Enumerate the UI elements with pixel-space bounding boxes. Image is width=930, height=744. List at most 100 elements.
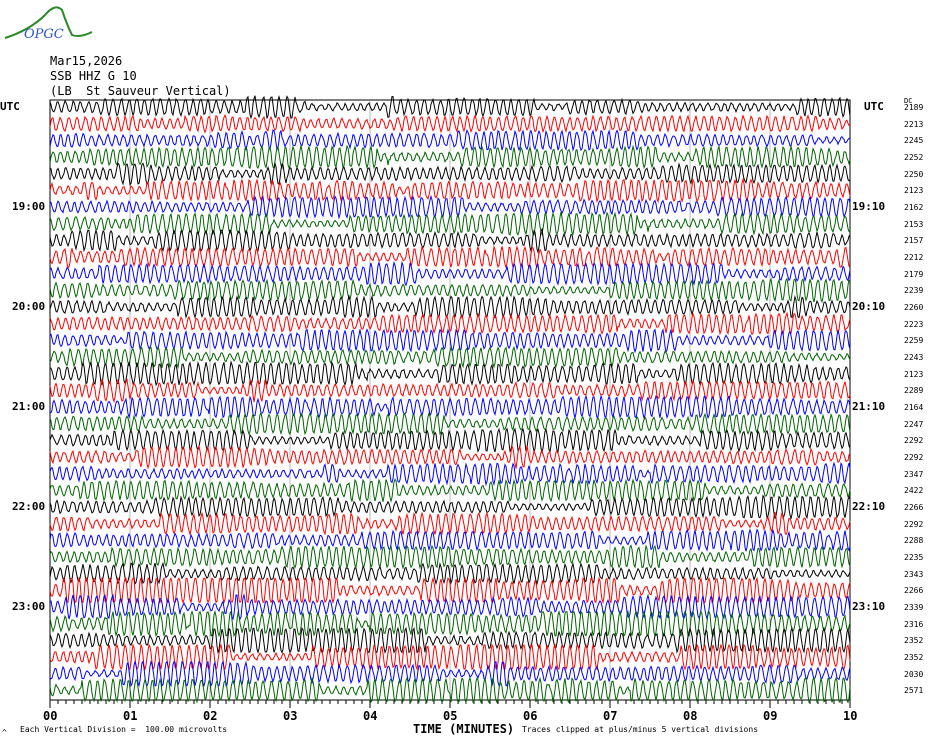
dc-offset-label: 2164 [904,403,924,412]
dc-offset-label: 2250 [904,169,924,179]
dc-offset-label: 2252 [904,153,924,162]
x-tick-label: 00 [43,709,58,723]
dc-offset-label: 2571 [904,686,924,696]
trace-row-31 [49,609,851,638]
dc-offset-label: 2189 [904,103,924,112]
dc-offset-label: 2292 [904,519,924,529]
dc-offset-label: 2162 [904,203,924,212]
dc-offset-label: 2030 [904,669,924,679]
trace-row-18 [49,394,851,420]
trace-row-2 [49,128,851,152]
scale-note: Each Vertical Division = 100.00 microvol… [20,725,228,734]
x-tick-label: 04 [363,709,378,723]
left-hour-label: 19:00 [12,200,46,213]
location-label: (LB St Sauveur Vertical) [50,84,231,98]
dc-offset-label: 2123 [904,186,924,196]
trace-row-8 [49,227,851,255]
x-tick-label: 08 [683,709,698,723]
trace-row-19 [49,411,851,436]
trace-row-5 [49,177,851,204]
right-hour-label: 20:10 [852,300,886,313]
left-hour-label: 21:00 [12,400,46,413]
x-tick-label: 03 [283,709,298,723]
trace-row-11 [49,277,851,304]
station-label: SSB HHZ G 10 [50,69,137,83]
dc-offset-label: 2153 [904,219,924,229]
trace-row-21 [49,444,851,470]
x-tick-label: 07 [603,709,618,723]
trace-row-30 [49,593,851,621]
dc-offset-label: 2352 [904,653,924,662]
trace-row-26 [49,528,851,552]
trace-row-24 [49,494,851,520]
trace-row-23 [49,478,851,504]
trace-row-7 [49,211,851,237]
dc-offset-label: 2266 [904,586,924,596]
dc-offset-label: 2259 [904,336,924,346]
right-hour-label: 22:10 [852,500,886,513]
trace-row-34 [49,659,851,688]
x-tick-label: 05 [443,709,458,723]
right-hour-label: 23:10 [852,600,886,613]
left-hour-label: 22:00 [12,500,46,513]
dc-offset-label: 2292 [904,453,924,462]
trace-row-15 [49,345,851,370]
trace-row-29 [49,576,851,605]
right-hour-label: 19:10 [852,200,886,213]
dc-offset-label: 2288 [904,536,924,546]
trace-row-22 [49,461,851,487]
dc-offset-label: 2266 [904,503,924,512]
right-axis-label: UTC [864,100,884,113]
x-tick-label: 02 [203,709,218,723]
dc-offset-label: 2245 [904,136,924,146]
x-tick-label: 09 [763,709,778,723]
trace-row-27 [49,544,851,570]
dc-offset-label: 2247 [904,419,924,429]
trace-row-35 [49,676,851,704]
left-hour-label: 20:00 [12,300,46,313]
trace-row-32 [49,626,851,655]
x-tick-label: 01 [123,709,138,723]
dc-offset-label: 2289 [904,386,924,396]
dc-offset-label: 2316 [904,619,924,629]
dc-offset-label: 2223 [904,319,924,329]
trace-row-28 [49,561,851,586]
x-tick-label: 06 [523,709,538,723]
dc-offset-label: 2239 [904,286,924,296]
clip-note: Traces clipped at plus/minus 5 vertical … [522,725,759,734]
x-axis-title: TIME (MINUTES) [413,722,515,736]
trace-row-0 [49,95,851,120]
dc-offset-label: 2260 [904,303,924,312]
logo-curve-icon [4,6,93,39]
trace-row-1 [49,113,851,134]
dc-offset-label: 2212 [904,253,924,262]
corner-mark: ^ [2,728,7,737]
trace-row-17 [49,377,851,404]
dc-offset-label: 2123 [904,369,924,379]
dc-offset-label: 2243 [904,353,924,362]
dc-offset-label: 2343 [904,569,924,579]
dc-offset-label: 2235 [904,553,924,562]
trace-row-13 [49,311,851,336]
right-hour-label: 21:10 [852,400,886,413]
logo-text: OPGC [24,27,64,42]
dc-offset-label: 2213 [904,119,924,129]
dc-offset-label: 2157 [904,236,924,246]
dc-offset-label: 2422 [904,486,924,496]
left-axis-label: UTC [0,100,20,113]
trace-row-25 [49,511,851,536]
dc-header: DC [904,97,913,105]
date-label: Mar15,2026 [50,54,123,68]
dc-offset-label: 2179 [904,269,924,279]
dc-offset-label: 2339 [904,603,924,612]
dc-offset-label: 2352 [904,636,924,646]
trace-row-14 [49,327,851,354]
dc-offset-label: 2347 [904,469,924,479]
dc-offset-label: 2292 [904,436,924,446]
trace-row-9 [49,245,851,270]
left-hour-label: 23:00 [12,600,46,613]
trace-row-4 [50,161,851,186]
trace-row-10 [49,260,851,287]
logo: OPGC [0,0,95,45]
